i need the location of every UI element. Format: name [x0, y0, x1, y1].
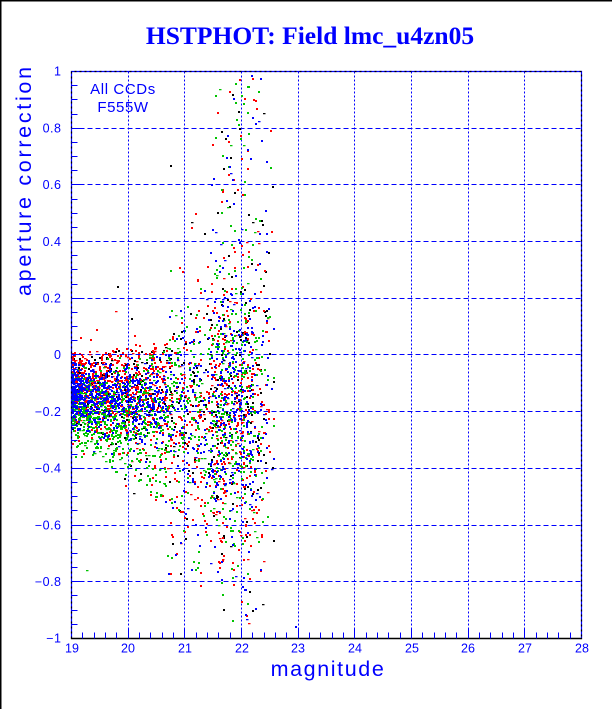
svg-text:HSTPHOT: Field lmc_u4zn05: HSTPHOT: Field lmc_u4zn05 [146, 21, 474, 50]
svg-text:21: 21 [178, 642, 192, 656]
svg-text:All CCDs: All CCDs [90, 81, 156, 98]
svg-text:−1: −1 [46, 632, 61, 646]
svg-text:0: 0 [54, 348, 61, 362]
svg-text:0.4: 0.4 [43, 235, 62, 249]
svg-text:1: 1 [54, 65, 61, 79]
svg-text:−0.4: −0.4 [35, 462, 62, 476]
svg-text:0.6: 0.6 [43, 178, 62, 192]
svg-text:24: 24 [348, 642, 362, 656]
svg-text:19: 19 [65, 642, 79, 656]
svg-text:magnitude: magnitude [271, 657, 386, 681]
svg-text:−0.8: −0.8 [35, 575, 62, 589]
svg-text:−0.2: −0.2 [35, 405, 62, 419]
svg-text:20: 20 [121, 642, 135, 656]
svg-text:0.8: 0.8 [43, 121, 62, 135]
svg-text:28: 28 [575, 642, 589, 656]
svg-text:0.2: 0.2 [43, 292, 62, 306]
svg-text:−0.6: −0.6 [35, 518, 62, 532]
svg-text:26: 26 [461, 642, 475, 656]
svg-text:22: 22 [235, 642, 249, 656]
svg-text:27: 27 [518, 642, 532, 656]
svg-text:25: 25 [405, 642, 419, 656]
svg-text:aperture correction: aperture correction [12, 64, 36, 296]
svg-text:F555W: F555W [97, 99, 149, 116]
svg-text:23: 23 [291, 642, 305, 656]
